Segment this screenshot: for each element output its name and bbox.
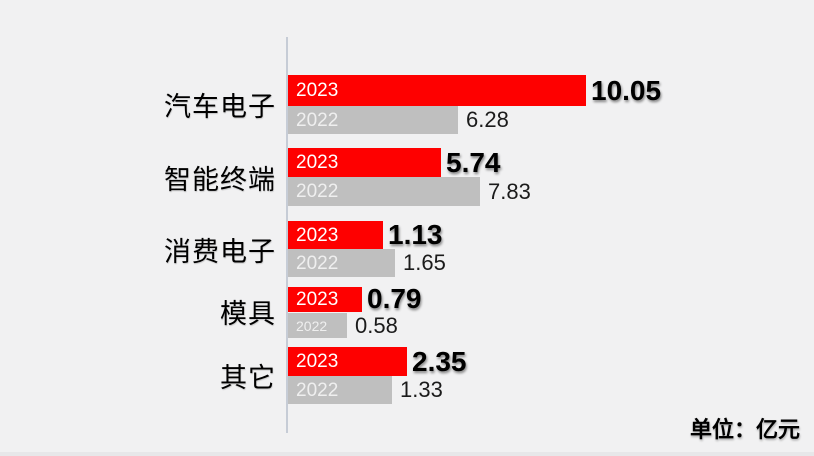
bar-2022: 2022 (288, 106, 458, 134)
bar-2022: 2022 (288, 313, 347, 338)
bar-year-label: 2022 (296, 379, 339, 401)
bar-2022: 2022 (288, 177, 480, 206)
bar-2022: 2022 (288, 376, 392, 404)
bar-2023: 2023 (288, 347, 407, 376)
bar-year-label: 2022 (296, 109, 339, 131)
bar-year-label: 2023 (296, 80, 339, 101)
y-axis-line (286, 37, 288, 433)
bar-year-label: 2023 (296, 288, 339, 310)
bar-year-label: 2023 (296, 351, 339, 372)
bar-group: 消费电子 2023 1.13 2022 1.65 (0, 221, 814, 277)
bar-2022: 2022 (288, 249, 395, 277)
value-label-2023: 5.74 (446, 146, 501, 178)
bar-year-label: 2022 (296, 317, 328, 334)
bar-group: 模具 2023 0.79 2022 0.58 (0, 285, 814, 338)
window-bottom-edge (0, 452, 814, 456)
bar-year-label: 2023 (296, 224, 339, 246)
category-label: 汽车电子 (164, 92, 276, 122)
bar-group: 汽车电子 2023 10.05 2022 6.28 (0, 75, 814, 134)
value-label-2023: 10.05 (591, 74, 662, 106)
category-label: 其它 (220, 363, 276, 393)
value-label-2022: 1.65 (403, 250, 446, 275)
category-label: 消费电子 (164, 236, 276, 267)
bar-group: 智能终端 2023 5.74 2022 7.83 (0, 148, 814, 206)
bar-2023: 2023 (288, 221, 383, 249)
value-label-2023: 2.35 (412, 345, 467, 377)
value-label-2022: 6.28 (466, 107, 509, 132)
value-label-2023: 1.13 (388, 219, 443, 250)
category-label: 智能终端 (164, 164, 276, 195)
bar-2023: 2023 (288, 286, 362, 312)
category-label: 模具 (220, 299, 276, 329)
value-label-2022: 7.83 (488, 178, 531, 204)
value-label-2022: 1.33 (400, 377, 443, 402)
bar-group: 其它 2023 2.35 2022 1.33 (0, 347, 814, 404)
value-label-2023: 0.79 (367, 283, 422, 314)
value-label-2022: 0.58 (355, 312, 398, 338)
bar-year-label: 2023 (296, 152, 339, 173)
unit-label: 单位：亿元 (689, 417, 800, 442)
bar-2023: 2023 (288, 148, 441, 177)
bar-year-label: 2022 (296, 252, 339, 274)
bar-year-label: 2022 (296, 181, 339, 202)
bar-2023: 2023 (288, 75, 586, 106)
